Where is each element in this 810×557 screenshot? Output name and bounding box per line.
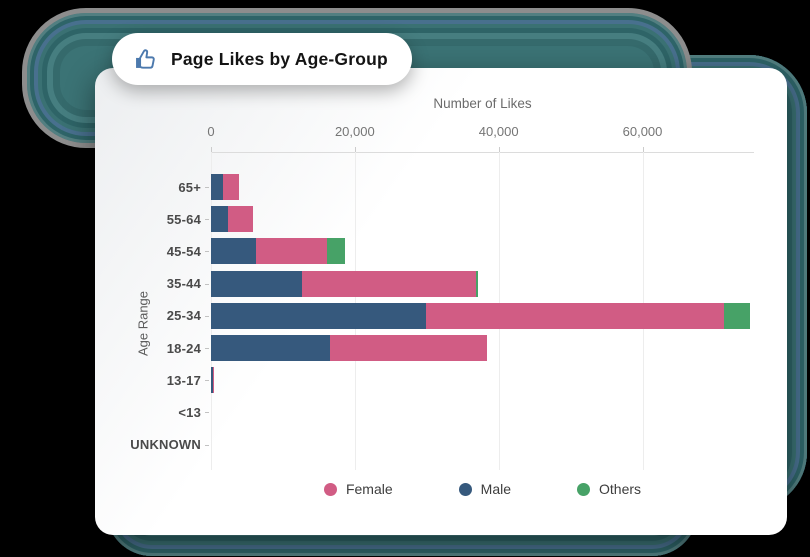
y-tick-mark bbox=[205, 412, 209, 414]
legend-label: Female bbox=[345, 481, 393, 497]
bar-segment-others[interactable] bbox=[723, 302, 750, 329]
bar-segment-male[interactable] bbox=[211, 302, 427, 329]
y-tick-mark bbox=[205, 283, 209, 285]
bar-track bbox=[211, 270, 754, 297]
chart-card: Number of Likes 0 20,000 40,000 60,000 65+ 5… bbox=[95, 68, 787, 535]
bar-row: <13 bbox=[178, 396, 754, 428]
category-label: 18-24 bbox=[166, 340, 201, 356]
x-axis-title: Number of Likes bbox=[433, 96, 532, 111]
y-tick-mark bbox=[205, 348, 209, 350]
x-axis-line bbox=[211, 152, 754, 153]
category-label: UNKNOWN bbox=[130, 437, 201, 453]
bar-segment-male[interactable] bbox=[211, 238, 257, 265]
bar-chart: Number of Likes 0 20,000 40,000 60,000 65+ 5… bbox=[95, 68, 787, 535]
bar-segment-female[interactable] bbox=[227, 206, 253, 233]
y-axis-title: Age Range bbox=[135, 290, 151, 357]
y-tick-mark bbox=[205, 315, 209, 317]
thumbs-up-icon bbox=[132, 46, 159, 73]
x-tick-label: 40,000 bbox=[478, 124, 519, 139]
category-label: 55-64 bbox=[166, 211, 201, 227]
bar-segment-female[interactable] bbox=[426, 302, 724, 329]
x-tick-label: 20,000 bbox=[334, 124, 375, 139]
bar-track bbox=[211, 334, 754, 361]
bar-track bbox=[211, 238, 754, 265]
y-tick-mark bbox=[205, 251, 209, 253]
bar-row: 13-17 bbox=[167, 364, 754, 396]
x-axis-ticks: 0 20,000 40,000 60,000 bbox=[207, 124, 754, 142]
bar-track bbox=[211, 174, 754, 200]
bar-segment-male[interactable] bbox=[211, 367, 213, 394]
y-tick-mark bbox=[205, 187, 209, 189]
y-tick-mark bbox=[205, 380, 209, 382]
bar-track bbox=[211, 399, 754, 425]
bar-segment-others[interactable] bbox=[327, 238, 346, 265]
category-label: 35-44 bbox=[166, 276, 201, 292]
x-tick-label: 60,000 bbox=[622, 124, 663, 139]
bar-track bbox=[211, 367, 754, 394]
y-tick-mark bbox=[205, 444, 209, 446]
page-likes-badge[interactable]: Page Likes by Age-Group bbox=[112, 33, 412, 85]
legend-item-male[interactable]: Male bbox=[458, 481, 512, 497]
bar-segment-female[interactable] bbox=[256, 238, 328, 265]
category-label: 65+ bbox=[178, 179, 201, 195]
bar-segment-female[interactable] bbox=[223, 174, 240, 200]
legend-dot bbox=[458, 482, 472, 496]
category-label: 25-34 bbox=[166, 308, 201, 324]
bar-row: 55-64 bbox=[167, 203, 754, 235]
bar-row: 35-44 bbox=[167, 268, 754, 300]
x-tick-mark bbox=[211, 147, 212, 152]
bar-row: 65+ bbox=[178, 171, 754, 203]
bar-segment-male[interactable] bbox=[211, 334, 331, 361]
x-tick-mark bbox=[354, 147, 356, 152]
y-tick-mark bbox=[205, 219, 209, 221]
bar-row: UNKNOWN bbox=[130, 429, 754, 461]
bar-segment-male[interactable] bbox=[211, 174, 224, 200]
bar-track bbox=[211, 302, 754, 329]
bar-segment-female[interactable] bbox=[330, 334, 488, 361]
bar-track bbox=[211, 432, 754, 458]
legend-dot bbox=[323, 482, 337, 496]
bar-segment-female[interactable] bbox=[212, 367, 214, 394]
category-label: <13 bbox=[178, 404, 201, 420]
legend-dot bbox=[577, 482, 591, 496]
bar-row: 25-34 bbox=[167, 300, 754, 332]
legend-label: Male bbox=[480, 481, 512, 497]
legend-item-others[interactable]: Others bbox=[577, 481, 641, 497]
badge-label: Page Likes by Age-Group bbox=[171, 48, 388, 69]
bar-row: 45-54 bbox=[167, 235, 754, 267]
bar-segment-others[interactable] bbox=[475, 270, 479, 297]
legend: Female Male Others bbox=[211, 478, 754, 500]
bar-segment-male[interactable] bbox=[211, 270, 302, 297]
x-tick-label: 0 bbox=[207, 124, 215, 139]
x-tick-mark bbox=[498, 147, 500, 152]
bar-segment-male[interactable] bbox=[211, 206, 228, 233]
bar-segment-female[interactable] bbox=[301, 270, 476, 297]
x-tick-mark bbox=[642, 147, 644, 152]
bar-row: 18-24 bbox=[167, 332, 754, 364]
bar-track bbox=[211, 206, 754, 233]
category-label: 13-17 bbox=[166, 372, 201, 388]
legend-label: Others bbox=[599, 481, 642, 497]
legend-item-female[interactable]: Female bbox=[323, 481, 393, 497]
bar-rows: 65+ 55-64 45-54 35-44 25-34 18-24 13-17 <13 UNKN… bbox=[130, 171, 754, 461]
category-label: 45-54 bbox=[166, 243, 201, 259]
